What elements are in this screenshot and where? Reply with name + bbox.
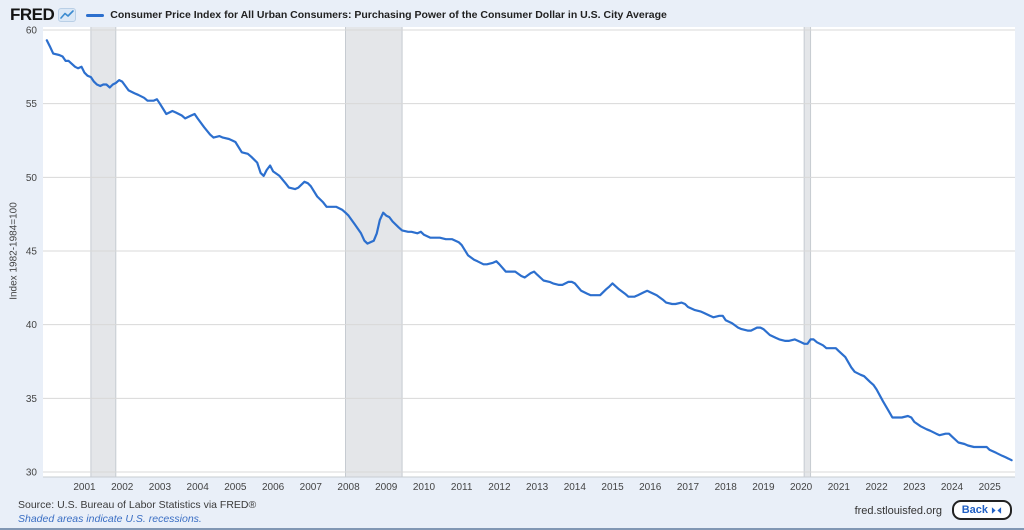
recession-band [345, 27, 403, 477]
x-tick-label: 2025 [979, 482, 1002, 493]
recession-shading-link[interactable]: Shaded areas indicate U.S. recessions. [18, 513, 202, 525]
y-tick-label: 40 [26, 320, 38, 331]
y-axis-title: Index 1982-1984=100 [8, 202, 20, 300]
x-tick-label: 2019 [752, 482, 775, 493]
x-tick-label: 2006 [262, 482, 285, 493]
chart-header: FRED Consumer Price Index for All Urban … [10, 4, 667, 26]
x-tick-label: 2022 [865, 482, 888, 493]
x-tick-label: 2008 [337, 482, 360, 493]
exit-fullscreen-icon [991, 505, 1002, 516]
y-tick-label: 30 [26, 468, 38, 479]
x-tick-label: 2001 [73, 482, 96, 493]
fred-sparkline-icon [58, 8, 77, 22]
cpi-purchasing-power-series-line [45, 39, 1013, 462]
x-tick-label: 2020 [790, 482, 813, 493]
series-line-swatch [86, 13, 105, 17]
x-tick-label: 2016 [639, 482, 662, 493]
back-button-label: Back [961, 504, 988, 516]
recession-band [90, 27, 116, 477]
x-tick-label: 2017 [677, 482, 700, 493]
x-tick-label: 2018 [715, 482, 738, 493]
y-tick-label: 35 [26, 394, 38, 405]
fred-site-url: fred.stlouisfed.org [854, 505, 942, 517]
recession-band [804, 27, 811, 477]
x-tick-label: 2011 [451, 482, 473, 493]
x-tick-label: 2004 [187, 482, 210, 493]
x-tick-label: 2013 [526, 482, 549, 493]
fred-logo: FRED [10, 5, 55, 24]
x-tick-label: 2024 [941, 482, 964, 493]
x-tick-label: 2023 [903, 482, 926, 493]
series-title: Consumer Price Index for All Urban Consu… [110, 9, 667, 21]
y-tick-label: 60 [26, 26, 38, 37]
y-tick-label: 55 [26, 99, 38, 110]
y-tick-label: 50 [26, 173, 38, 184]
x-tick-label: 2015 [601, 482, 624, 493]
x-tick-label: 2010 [413, 482, 436, 493]
x-tick-label: 2002 [111, 482, 134, 493]
x-tick-label: 2009 [375, 482, 398, 493]
x-tick-label: 2021 [828, 482, 851, 493]
back-button[interactable]: Back [951, 500, 1012, 520]
y-tick-label: 45 [26, 247, 38, 258]
plot-area[interactable] [43, 27, 1015, 477]
x-tick-label: 2012 [488, 482, 511, 493]
series-legend: Consumer Price Index for All Urban Consu… [86, 9, 667, 21]
source-attribution: Source: U.S. Bureau of Labor Statistics … [18, 499, 257, 511]
x-tick-label: 2014 [564, 482, 587, 493]
x-tick-label: 2007 [300, 482, 323, 493]
window-bottom-edge [0, 528, 1024, 530]
x-tick-label: 2003 [149, 482, 172, 493]
x-tick-label: 2005 [224, 482, 247, 493]
